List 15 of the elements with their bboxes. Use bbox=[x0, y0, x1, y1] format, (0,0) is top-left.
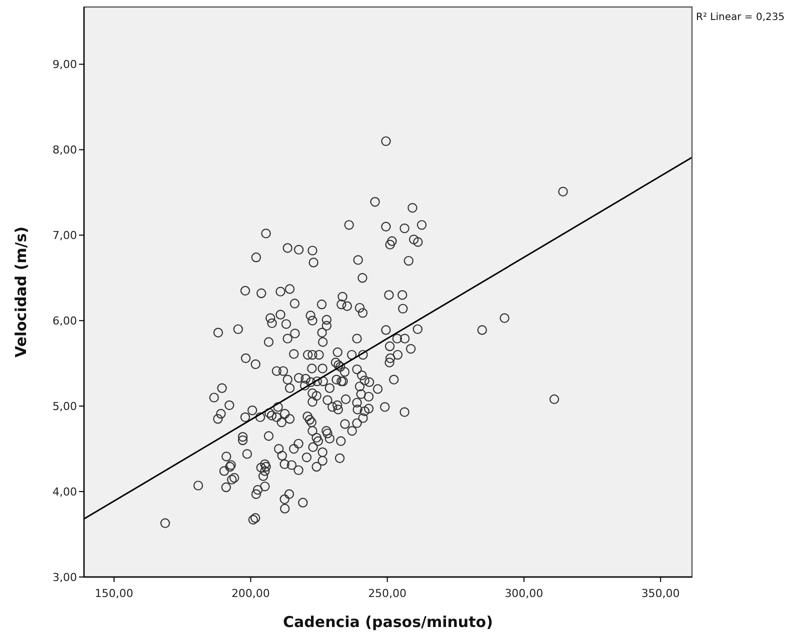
x-tick-label: 300,00 bbox=[504, 587, 544, 600]
y-tick-label: 3,00 bbox=[52, 570, 77, 584]
y-tick-label: 6,00 bbox=[52, 314, 77, 328]
x-tick-label: 250,00 bbox=[368, 587, 407, 600]
y-tick-label: 7,00 bbox=[52, 229, 77, 242]
x-axis-title: Cadencia (pasos/minuto) bbox=[283, 613, 493, 631]
y-tick-label: 9,00 bbox=[52, 58, 77, 72]
y-tick-label: 8,00 bbox=[52, 144, 77, 157]
text: R² Linear = 0,235 bbox=[696, 12, 785, 23]
x-tick-label: 200,00 bbox=[231, 587, 270, 600]
y-axis-title: Velocidad (m/s) bbox=[12, 226, 30, 358]
y-tick-label: 5,00 bbox=[52, 400, 77, 413]
x-tick-label: 350,00 bbox=[641, 587, 680, 600]
x-tick-label: 150,00 bbox=[94, 587, 134, 600]
y-tick-label: 4,00 bbox=[52, 485, 77, 498]
